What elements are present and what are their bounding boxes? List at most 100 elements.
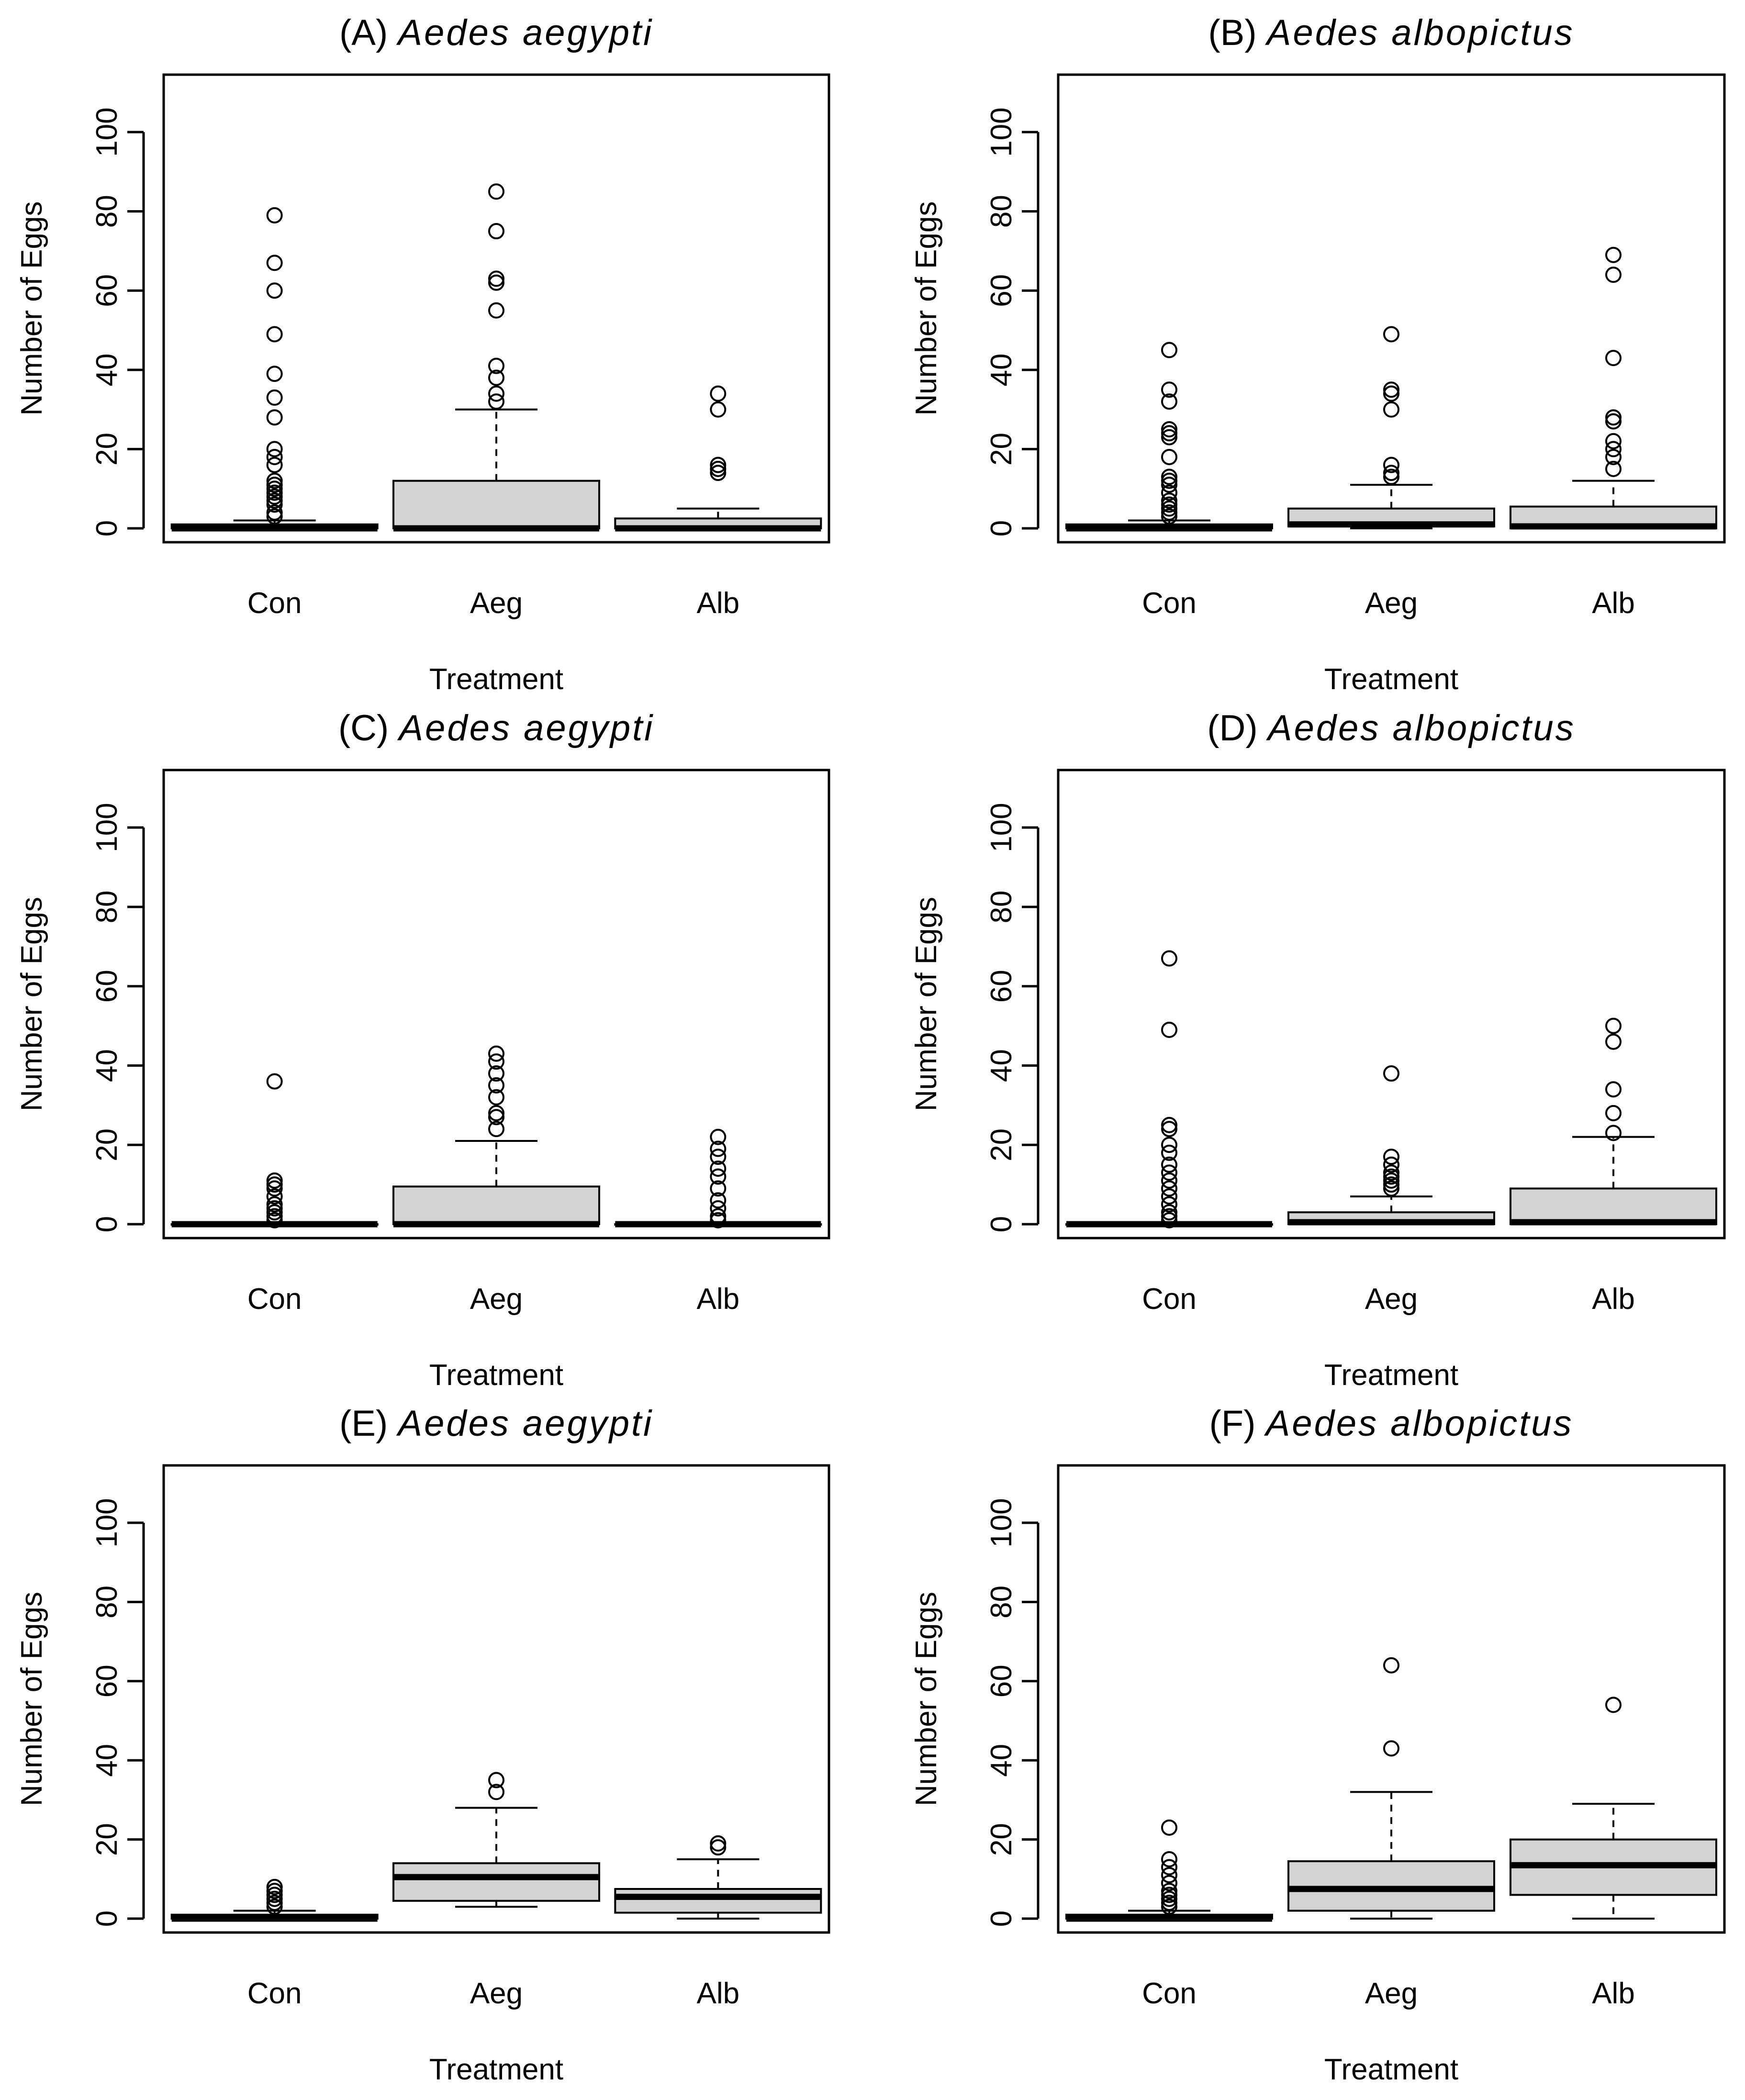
outlier-point (710, 1160, 727, 1177)
outlier-point (710, 1835, 727, 1852)
outlier-point (266, 1196, 283, 1213)
outlier-point (1605, 267, 1622, 283)
outlier-point (266, 484, 283, 501)
x-tick-label: Aeg (470, 587, 523, 620)
y-tick-label: 0 (90, 1216, 123, 1232)
box-con: Con (170, 207, 379, 620)
box-iqr (392, 480, 600, 530)
outlier-point (266, 1899, 283, 1915)
outlier-point (1161, 1875, 1177, 1891)
box-con: Con (1065, 342, 1273, 620)
outlier-point (488, 183, 504, 200)
outlier-point (1161, 492, 1177, 509)
outlier-point (710, 1149, 727, 1165)
outlier-point (266, 1212, 283, 1229)
outlier-point (1383, 469, 1399, 485)
outlier-point (1161, 1212, 1177, 1229)
y-axis-title: Number of Eggs (910, 1592, 943, 1806)
outlier-point (710, 1192, 727, 1209)
outlier-point (266, 255, 283, 271)
x-tick-label: Aeg (470, 1283, 523, 1316)
x-tick-label: Aeg (1365, 1977, 1418, 2010)
y-tick-label: 40 (985, 353, 1018, 386)
panel-c: (C) Aedes aegypti 0 20 40 60 80 100 Number of E… (15, 708, 830, 1392)
outlier-point (488, 1065, 504, 1082)
outlier-point (1605, 1697, 1622, 1713)
outlier-point (266, 282, 283, 299)
panel-title-letter: (C) (338, 708, 389, 748)
outlier-point (1161, 425, 1177, 442)
y-tick-label: 20 (985, 1823, 1018, 1856)
outlier-point (1161, 1021, 1177, 1038)
x-tick-label: Alb (697, 1977, 740, 2010)
outlier-point (1383, 1156, 1399, 1173)
outlier-point (710, 1208, 727, 1225)
outlier-point (1161, 469, 1177, 485)
outlier-point (1605, 460, 1622, 477)
y-tick-label: 80 (985, 195, 1018, 228)
outlier-point (266, 496, 283, 513)
y-tick-label: 80 (90, 195, 123, 228)
y-tick-label: 100 (90, 803, 123, 852)
outlier-point (488, 1077, 504, 1094)
outlier-point (710, 385, 727, 402)
y-tick-label: 60 (985, 1664, 1018, 1698)
panel-title: (C) Aedes aegypti (338, 708, 654, 748)
panel-title-species: Aedes albopictus (1265, 12, 1575, 53)
outlier-point (266, 508, 283, 525)
outlier-point (488, 1053, 504, 1070)
y-tick-label: 0 (985, 520, 1018, 536)
outlier-point (1161, 1156, 1177, 1173)
x-tick-label: Aeg (1365, 1283, 1418, 1316)
outlier-point (1161, 342, 1177, 358)
x-axis-title: Treatment (1324, 1359, 1458, 1392)
panel-e: (E) Aedes aegypti 0 20 40 60 80 100 Number of E… (15, 1403, 830, 2086)
outlier-point (1161, 950, 1177, 967)
y-tick-label: 20 (90, 1128, 123, 1162)
y-tick-label: 20 (90, 1823, 123, 1856)
x-axis-title: Treatment (429, 1359, 563, 1392)
y-tick-label: 80 (985, 1586, 1018, 1619)
box-alb: Alb (1510, 246, 1717, 620)
panel-title: (F) Aedes albopictus (1209, 1403, 1573, 1444)
x-axis-title: Treatment (429, 2053, 563, 2086)
outlier-point (1161, 476, 1177, 493)
outlier-point (266, 1180, 283, 1197)
outlier-point (1161, 1819, 1177, 1836)
outlier-point (266, 1894, 283, 1911)
outlier-point (488, 1105, 504, 1121)
outlier-point (1161, 1117, 1177, 1133)
y-tick-label: 0 (90, 1910, 123, 1927)
x-tick-label: Con (1142, 1977, 1197, 2010)
outlier-point (488, 1121, 504, 1138)
x-tick-label: Alb (1592, 1283, 1635, 1316)
x-tick-label: Con (1142, 1283, 1197, 1316)
outlier-point (1161, 448, 1177, 465)
y-tick-label: 20 (90, 433, 123, 466)
outlier-point (488, 274, 504, 291)
outlier-point (1161, 421, 1177, 438)
outlier-point (488, 385, 504, 402)
outlier-point (1161, 1859, 1177, 1876)
outlier-point (1161, 1144, 1177, 1161)
y-axis-title: Number of Eggs (910, 897, 943, 1111)
box-iqr (392, 1862, 600, 1902)
y-tick-label: 40 (985, 1049, 1018, 1082)
outlier-point (1383, 385, 1399, 402)
y-tick-label: 80 (985, 890, 1018, 923)
panel-title-letter: (B) (1208, 12, 1256, 53)
outlier-point (1605, 413, 1622, 430)
y-tick-label: 60 (90, 1664, 123, 1698)
outlier-point (266, 409, 283, 426)
y-tick-label: 60 (985, 274, 1018, 307)
panel-title-letter: (F) (1209, 1403, 1255, 1444)
outlier-point (1161, 429, 1177, 446)
outlier-point (710, 1168, 727, 1185)
outlier-point (1161, 472, 1177, 489)
outlier-point (266, 492, 283, 509)
box-alb: Alb (1510, 1017, 1717, 1316)
box-iqr (392, 1185, 600, 1225)
outlier-point (266, 1073, 283, 1090)
outlier-point (1605, 1033, 1622, 1050)
